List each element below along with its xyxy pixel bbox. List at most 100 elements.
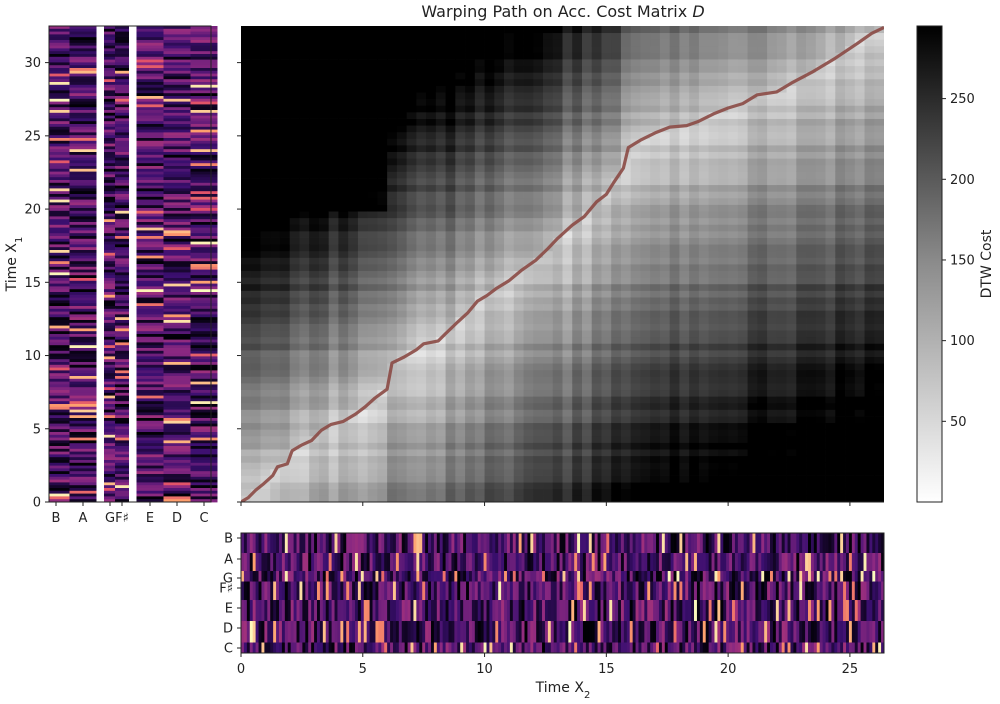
cost-matrix-cell	[436, 105, 446, 112]
cost-matrix-cell	[543, 178, 553, 185]
cost-matrix-cell	[494, 112, 504, 119]
chroma-x1-cell	[115, 267, 129, 270]
cost-matrix-cell	[465, 79, 475, 86]
chroma-x1-cell	[191, 429, 218, 432]
cost-matrix-cell	[504, 158, 514, 165]
cost-matrix-cell	[426, 476, 436, 483]
cost-matrix-cell	[640, 238, 650, 245]
cost-matrix-cell	[299, 138, 309, 145]
chroma-x1-cell	[49, 281, 70, 284]
cost-matrix-cell	[426, 469, 436, 476]
cost-matrix-cell	[299, 416, 309, 423]
cost-matrix-cell	[260, 462, 270, 469]
chroma-x1-cell	[104, 300, 116, 303]
cost-matrix-cell	[280, 92, 290, 99]
cost-matrix-cell	[572, 443, 582, 450]
cost-matrix-cell	[309, 205, 319, 212]
cost-matrix-cell	[543, 52, 553, 59]
cost-matrix-cell	[563, 343, 573, 350]
cost-matrix-cell	[631, 59, 641, 66]
cost-matrix-cell	[270, 290, 280, 297]
cost-matrix-cell	[251, 92, 261, 99]
cost-matrix-cell	[387, 330, 397, 337]
chroma-x1-cell	[191, 418, 218, 421]
chroma-x1-cell	[137, 401, 164, 404]
cost-matrix-cell	[387, 211, 397, 218]
chroma-x1-cell	[104, 163, 116, 166]
cost-matrix-cell	[650, 218, 660, 225]
cost-matrix-cell	[689, 324, 699, 331]
cost-matrix-cell	[368, 449, 378, 456]
cost-matrix-cell	[611, 383, 621, 390]
cost-matrix-cell	[319, 482, 329, 489]
chroma-x1-cell	[191, 373, 218, 376]
cost-matrix-cell	[446, 337, 456, 344]
cost-matrix-cell	[738, 383, 748, 390]
cost-matrix-cell	[290, 324, 300, 331]
cost-matrix-cell	[611, 456, 621, 463]
cost-matrix-cell	[319, 376, 329, 383]
cost-matrix-cell	[290, 462, 300, 469]
cost-matrix-cell	[621, 224, 631, 231]
cost-matrix-cell	[377, 231, 387, 238]
chroma-x1-cell	[49, 494, 70, 497]
chroma-x1-cell	[49, 219, 70, 222]
chroma-x1-cell	[191, 480, 218, 483]
cost-matrix-cell	[504, 396, 514, 403]
chroma-x1-cell	[115, 345, 129, 348]
chroma-x1-cell	[137, 306, 164, 309]
cost-matrix-cell	[426, 363, 436, 370]
chroma-x1-cell	[70, 40, 97, 43]
chroma-x1-cell	[104, 138, 116, 141]
chroma-x1-cell	[70, 216, 97, 219]
cost-matrix-cell	[660, 244, 670, 251]
cost-matrix-cell	[699, 317, 709, 324]
chroma-x1-cell	[137, 491, 164, 494]
cost-matrix-cell	[290, 251, 300, 258]
cost-matrix-cell	[514, 59, 524, 66]
cost-matrix-cell	[524, 396, 534, 403]
cost-matrix-cell	[309, 72, 319, 79]
cost-matrix-cell	[348, 165, 358, 172]
cost-matrix-cell	[358, 92, 368, 99]
chroma-x1-cell	[191, 96, 218, 99]
cost-matrix-cell	[465, 218, 475, 225]
chroma-x1-cell	[164, 334, 191, 337]
chroma-x1-cell	[164, 113, 191, 116]
cost-matrix-cell	[611, 52, 621, 59]
chroma-x1-cell	[104, 191, 116, 194]
chroma-x1-cell	[137, 116, 164, 119]
cost-matrix-cell	[299, 449, 309, 456]
cost-matrix-cell	[299, 244, 309, 251]
cost-matrix-cell	[455, 238, 465, 245]
cost-matrix-cell	[251, 119, 261, 126]
cost-matrix-cell	[533, 310, 543, 317]
cost-matrix-cell	[475, 383, 485, 390]
chroma-x1-cell	[164, 144, 191, 147]
cost-matrix-cell	[251, 290, 261, 297]
cost-matrix-cell	[407, 403, 417, 410]
cost-matrix-cell	[348, 224, 358, 231]
cost-matrix-cell	[260, 436, 270, 443]
cost-matrix-cell	[601, 264, 611, 271]
cost-matrix-cell	[260, 284, 270, 291]
chroma-x1-cell	[164, 124, 191, 127]
cost-matrix-cell	[494, 52, 504, 59]
cost-matrix-cell	[387, 462, 397, 469]
cost-matrix-cell	[514, 198, 524, 205]
chroma-x1-cell	[191, 146, 218, 149]
chroma-x1-cell	[70, 303, 97, 306]
cost-matrix-cell	[475, 277, 485, 284]
cost-matrix-cell	[290, 489, 300, 496]
cost-matrix-cell	[397, 370, 407, 377]
chroma-x1-cell	[115, 180, 129, 183]
chroma-x1-cell	[70, 202, 97, 205]
chroma-x1-cell	[104, 34, 116, 37]
cost-matrix-cell	[455, 409, 465, 416]
cost-matrix-cell	[416, 211, 426, 218]
chroma-x1-cell	[70, 79, 97, 82]
cost-matrix-cell	[338, 105, 348, 112]
cost-matrix-cell	[699, 185, 709, 192]
chroma-x1-cell	[115, 46, 129, 49]
cost-matrix-cell	[426, 138, 436, 145]
